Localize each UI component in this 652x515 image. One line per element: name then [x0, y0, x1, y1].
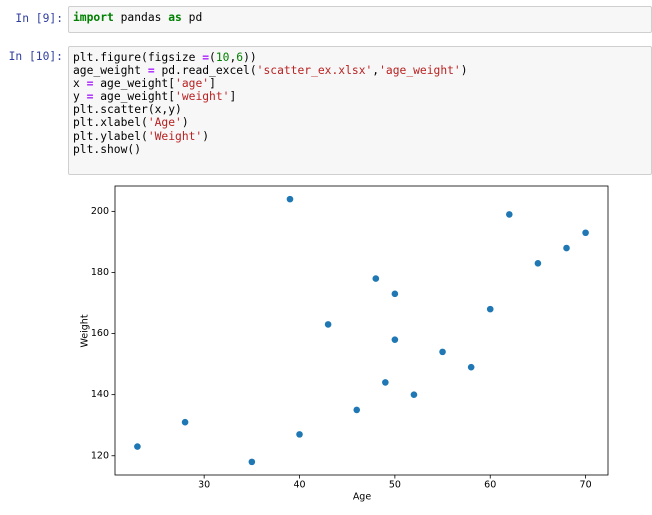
- scatter-point: [467, 363, 475, 371]
- y-tick-label: 120: [91, 450, 109, 461]
- x-tick-label: 70: [580, 480, 592, 491]
- y-tick-label: 140: [91, 389, 109, 400]
- code-token: =: [86, 77, 94, 91]
- code-line: plt.ylabel('Weight'): [73, 130, 647, 143]
- y-axis-label: Weight: [80, 314, 91, 347]
- code-line: import pandas as pd: [73, 11, 647, 24]
- scatter-point: [534, 259, 542, 267]
- input-prompt: In [10]:: [8, 50, 63, 63]
- code-line: plt.show(): [73, 143, 647, 156]
- x-tick-label: 30: [198, 480, 210, 491]
- code-token: as: [168, 11, 182, 24]
- code-token: ): [181, 116, 189, 130]
- scatter-point: [391, 336, 399, 343]
- code-token: =: [86, 90, 94, 104]
- y-tick-label: 160: [91, 328, 109, 339]
- scatter-point: [382, 379, 389, 386]
- code-token: ]: [229, 90, 237, 104]
- code-token: ,: [372, 64, 380, 78]
- scatter-point: [134, 443, 141, 450]
- scatter-point: [324, 321, 332, 328]
- code-token: 'age': [175, 77, 210, 91]
- code-line: plt.scatter(x,y): [73, 103, 647, 116]
- scatter-point: [391, 290, 399, 298]
- code-token: plt.show(): [73, 142, 142, 156]
- code-token: ): [460, 64, 468, 78]
- y-tick-label: 180: [91, 267, 109, 278]
- x-tick-label: 60: [484, 480, 496, 491]
- scatter-point: [506, 211, 513, 218]
- scatter-point: [296, 431, 303, 438]
- code-token: 'Weight': [147, 129, 203, 143]
- code-token: x: [73, 77, 87, 91]
- code-token: plt.figure(figsize: [73, 51, 203, 64]
- code-token: ]: [209, 77, 216, 91]
- code-token: 'scatter_ex.xlsx': [256, 64, 373, 78]
- code-token: (: [209, 51, 216, 64]
- code-token: plt.ylabel(: [73, 129, 148, 143]
- scatter-point: [410, 391, 418, 398]
- code-token: 'weight': [175, 90, 230, 104]
- scatter-point: [286, 195, 294, 203]
- scatter-point: [248, 458, 256, 466]
- code-line: x = age_weight['age']: [73, 77, 647, 90]
- code-token: 6: [236, 51, 244, 64]
- scatter-point: [181, 418, 189, 426]
- code-token: =: [147, 64, 155, 78]
- code-token: age_weight: [73, 64, 148, 78]
- code-token: age_weight[: [93, 90, 176, 104]
- scatter-point: [486, 305, 494, 313]
- code-token: import: [73, 11, 114, 24]
- x-tick-label: 40: [293, 480, 305, 491]
- scatter-point: [563, 244, 570, 252]
- scatter-point: [353, 406, 361, 414]
- code-token: y: [73, 90, 87, 104]
- code-token: age_weight[: [93, 77, 176, 91]
- code-line: y = age_weight['weight']: [73, 90, 647, 103]
- plot-frame: [114, 185, 609, 476]
- x-tick-label: 50: [389, 480, 401, 491]
- code-cell: plt.figure(figsize =(10,6)) age_weight = …: [68, 46, 652, 175]
- code-token: )): [243, 51, 257, 64]
- code-token: 'Age': [147, 116, 182, 130]
- code-token: plt.scatter(x,y): [73, 103, 182, 117]
- code-token: =: [202, 51, 210, 64]
- code-token: pd.read_excel(: [154, 64, 257, 78]
- code-token: ): [202, 129, 210, 143]
- code-line: plt.xlabel('Age'): [73, 116, 647, 129]
- scatter-point: [582, 229, 589, 237]
- y-tick-label: 200: [91, 206, 109, 217]
- scatter-point: [439, 348, 446, 356]
- code-token: pandas: [113, 11, 169, 24]
- scatter-point: [372, 275, 380, 282]
- code-line: age_weight = pd.read_excel('scatter_ex.x…: [73, 64, 647, 77]
- x-axis-label: Age: [353, 492, 372, 503]
- code-token: 'age_weight': [379, 64, 461, 78]
- code-token: plt.xlabel(: [73, 116, 148, 130]
- code-token: pd: [181, 11, 203, 24]
- code-token: ,: [229, 51, 237, 64]
- code-line: plt.figure(figsize =(10,6)): [73, 51, 647, 64]
- input-prompt: In [9]:: [15, 12, 63, 25]
- code-cell: import pandas as pd: [68, 6, 652, 33]
- code-token: 10: [215, 51, 230, 64]
